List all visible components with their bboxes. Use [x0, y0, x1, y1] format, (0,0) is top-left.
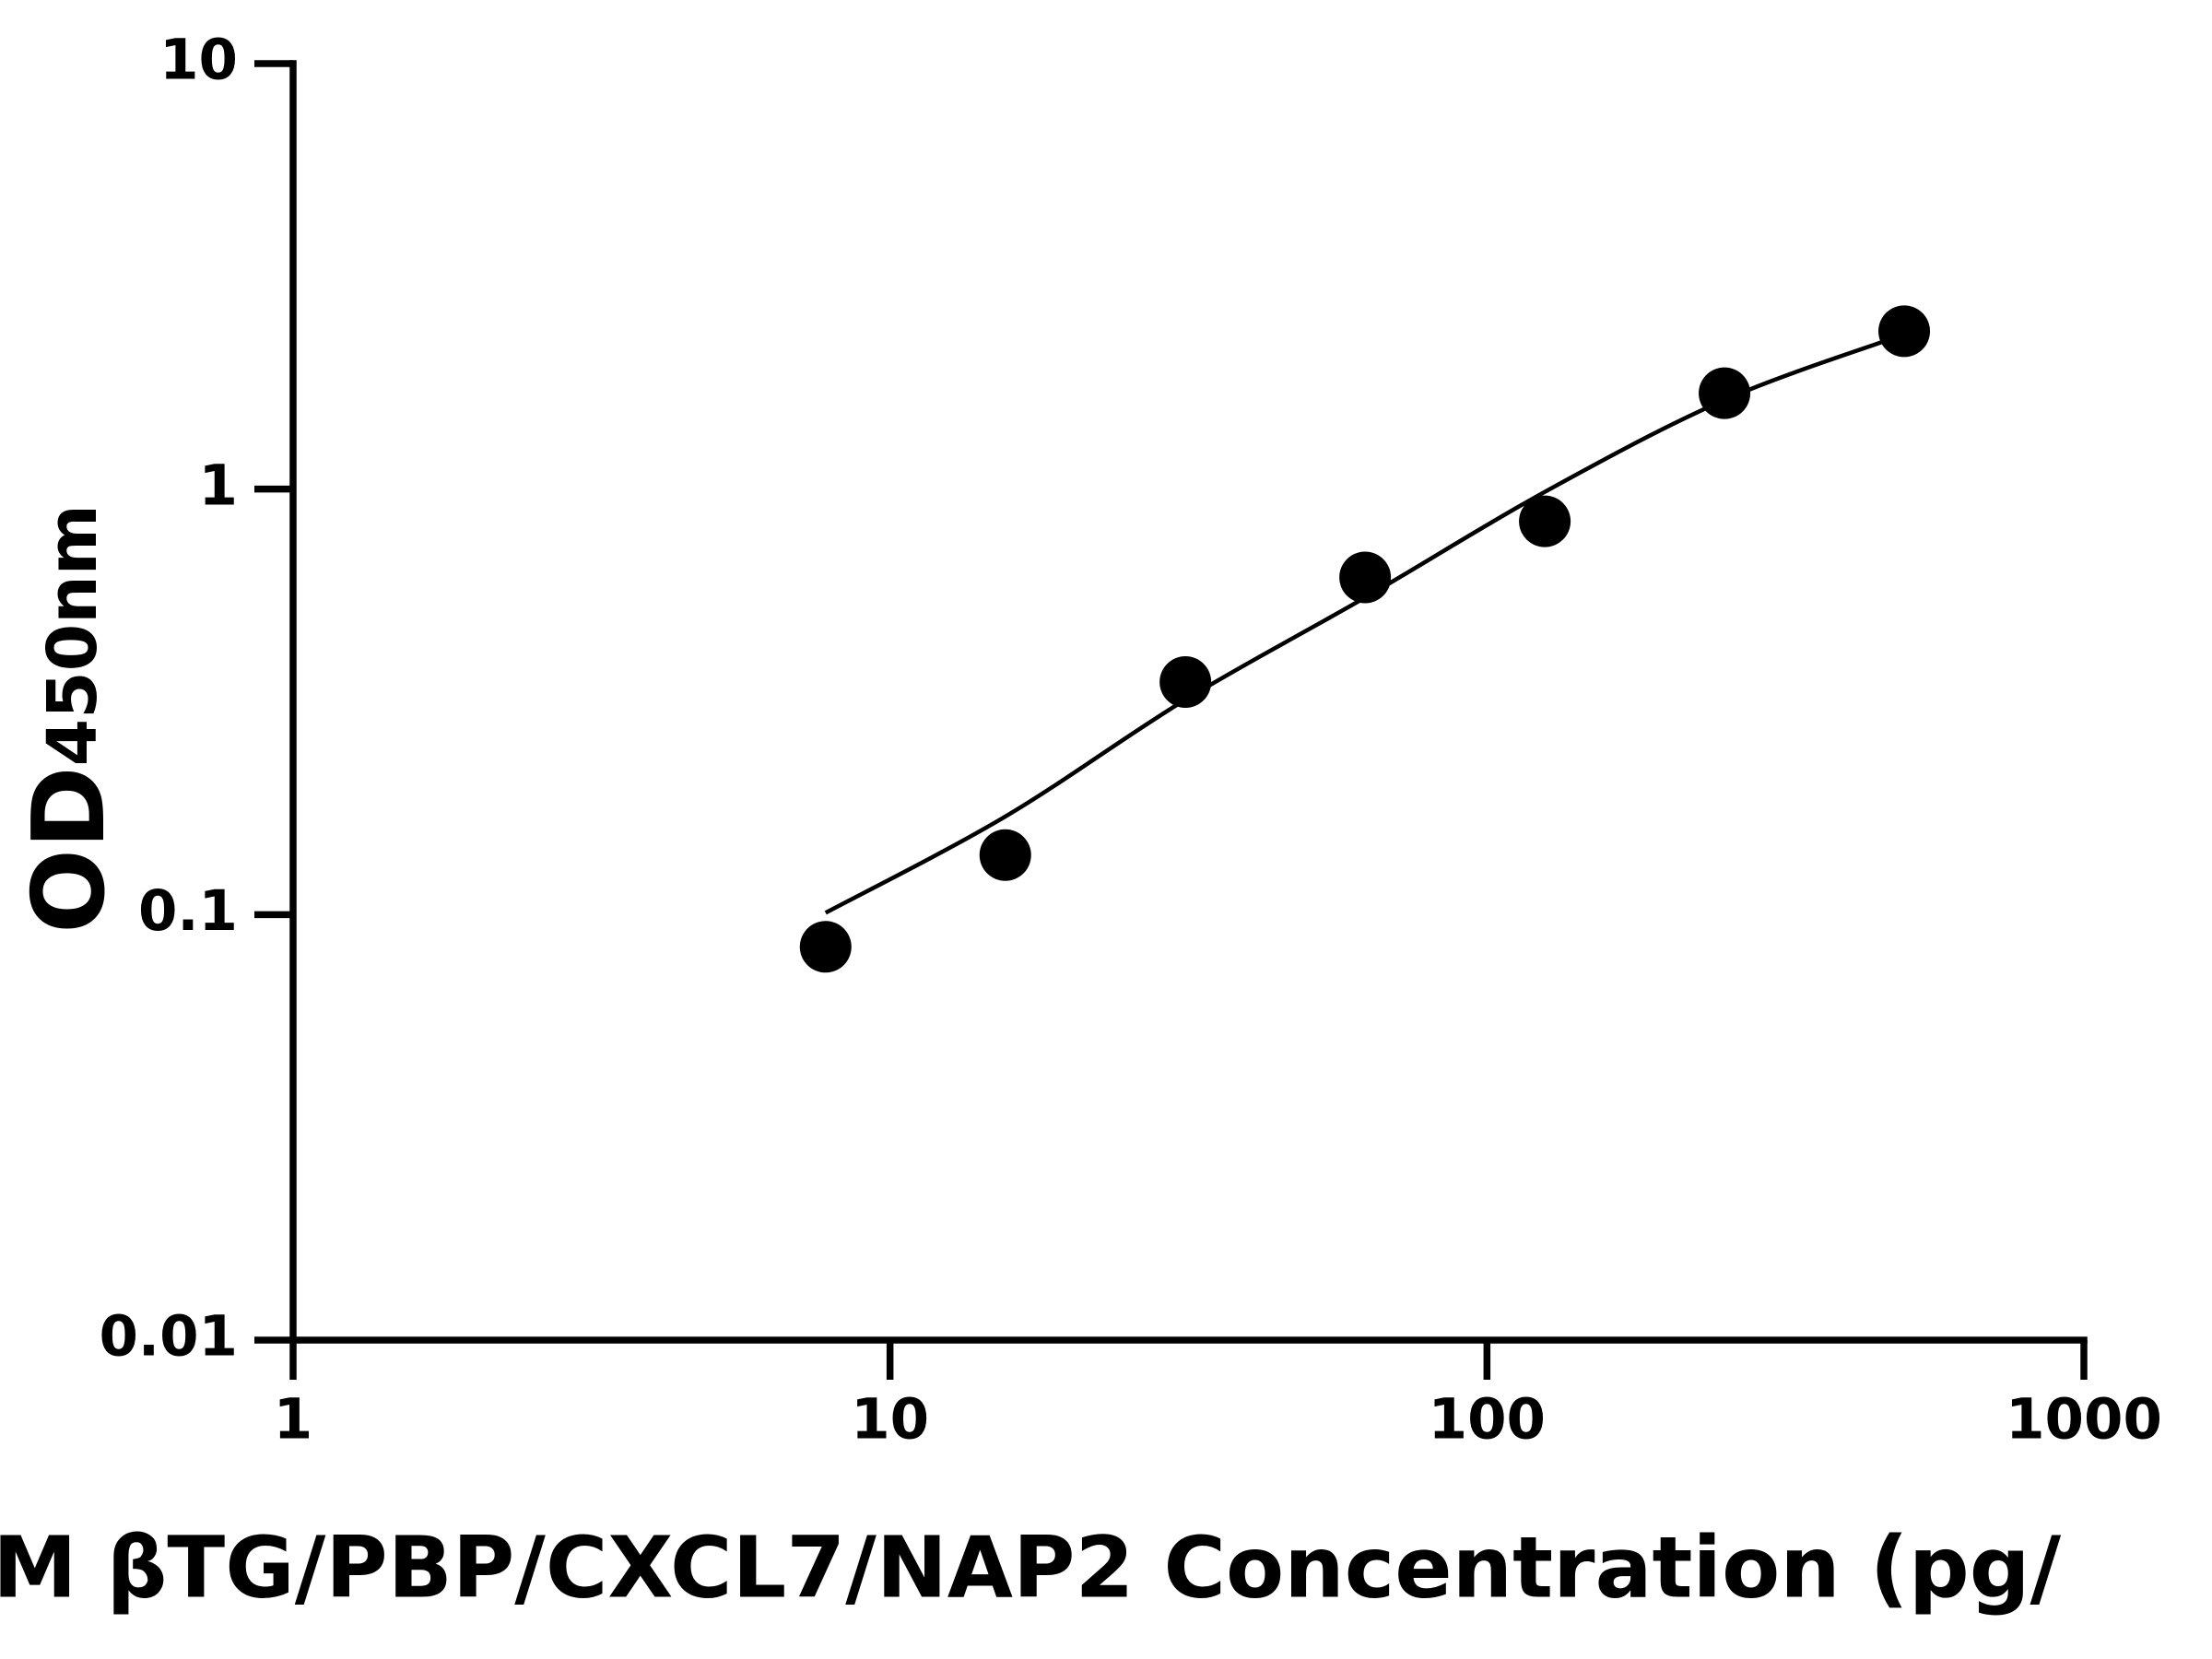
x-tick-label: 1: [274, 1387, 312, 1453]
y-tick-label: 10: [159, 28, 238, 93]
data-point: [799, 921, 852, 973]
x-tick-label: 10: [851, 1387, 929, 1453]
x-tick-label: 100: [1429, 1387, 1546, 1453]
data-point: [1159, 656, 1212, 709]
y-tick-label: 0.1: [138, 878, 238, 944]
x-axis-label: M βTG/PBP/CXCL7/NAP2 Concentration (pg/: [0, 1518, 2062, 1617]
y-axis-label-main: OD: [12, 766, 127, 933]
y-axis-label-subscript: 450nm: [33, 504, 112, 766]
y-axis-label: OD450nm: [12, 504, 127, 934]
data-point: [1878, 305, 1931, 358]
fit-curve: [824, 332, 1905, 915]
y-tick-label: 1: [199, 453, 238, 518]
x-tick-label: 1000: [2006, 1387, 2162, 1453]
y-tick-label: 0.01: [99, 1304, 238, 1370]
data-point: [979, 829, 1031, 881]
data-point: [1519, 495, 1571, 547]
